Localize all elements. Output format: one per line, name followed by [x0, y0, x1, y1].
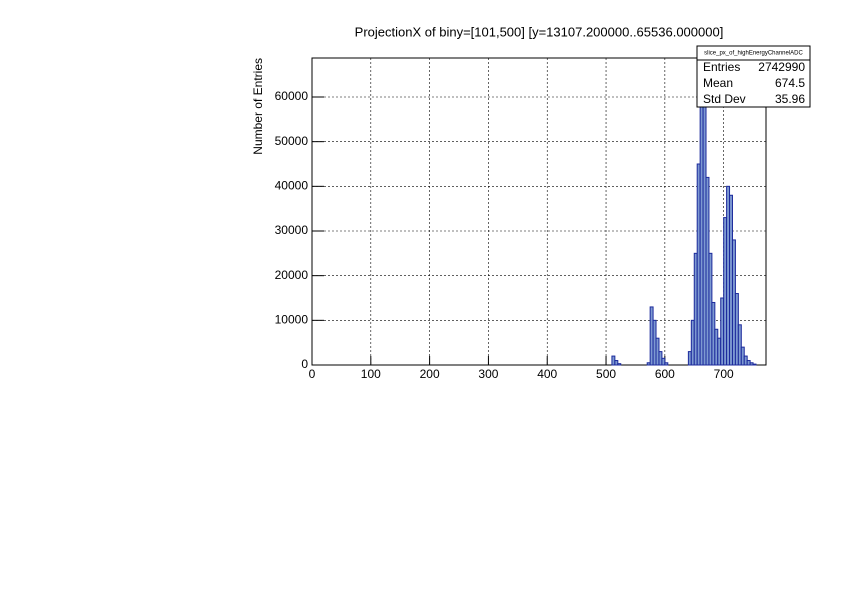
stats-label: Std Dev	[703, 92, 746, 106]
x-tick-label: 0	[309, 367, 316, 381]
x-tick-label: 100	[361, 367, 381, 381]
x-tick-label: 700	[714, 367, 734, 381]
stats-value: 2742990	[758, 60, 805, 74]
bar	[614, 360, 619, 366]
y-tick-label: 50000	[275, 134, 309, 148]
y-tick-label: 60000	[275, 89, 309, 103]
bar	[737, 324, 742, 366]
x-tick-label: 600	[655, 367, 675, 381]
bar	[661, 357, 666, 366]
stats-box	[696, 45, 811, 108]
x-tick-label: 300	[478, 367, 498, 381]
bar	[617, 363, 622, 366]
stats-title: slice_px_of_highEnergyChannelADC	[704, 51, 803, 57]
y-tick-label: 0	[301, 357, 308, 371]
stats-label: Entries	[703, 60, 740, 74]
y-tick-label: 10000	[275, 313, 309, 327]
x-tick-label: 200	[420, 367, 440, 381]
chart-title: ProjectionX of biny=[101,500] [y=13107.2…	[355, 24, 724, 39]
x-tick-label: 500	[596, 367, 616, 381]
bar	[752, 363, 757, 366]
stats-value: 35.96	[775, 92, 805, 106]
y-tick-label: 30000	[275, 223, 309, 237]
bar	[664, 362, 669, 366]
y-tick-label: 20000	[275, 268, 309, 282]
stats-value: 674.5	[775, 76, 805, 90]
y-tick-label: 40000	[275, 179, 309, 193]
y-axis-label: Number of Entries	[251, 58, 265, 155]
x-tick-label: 400	[537, 367, 557, 381]
stats-label: Mean	[703, 76, 733, 90]
